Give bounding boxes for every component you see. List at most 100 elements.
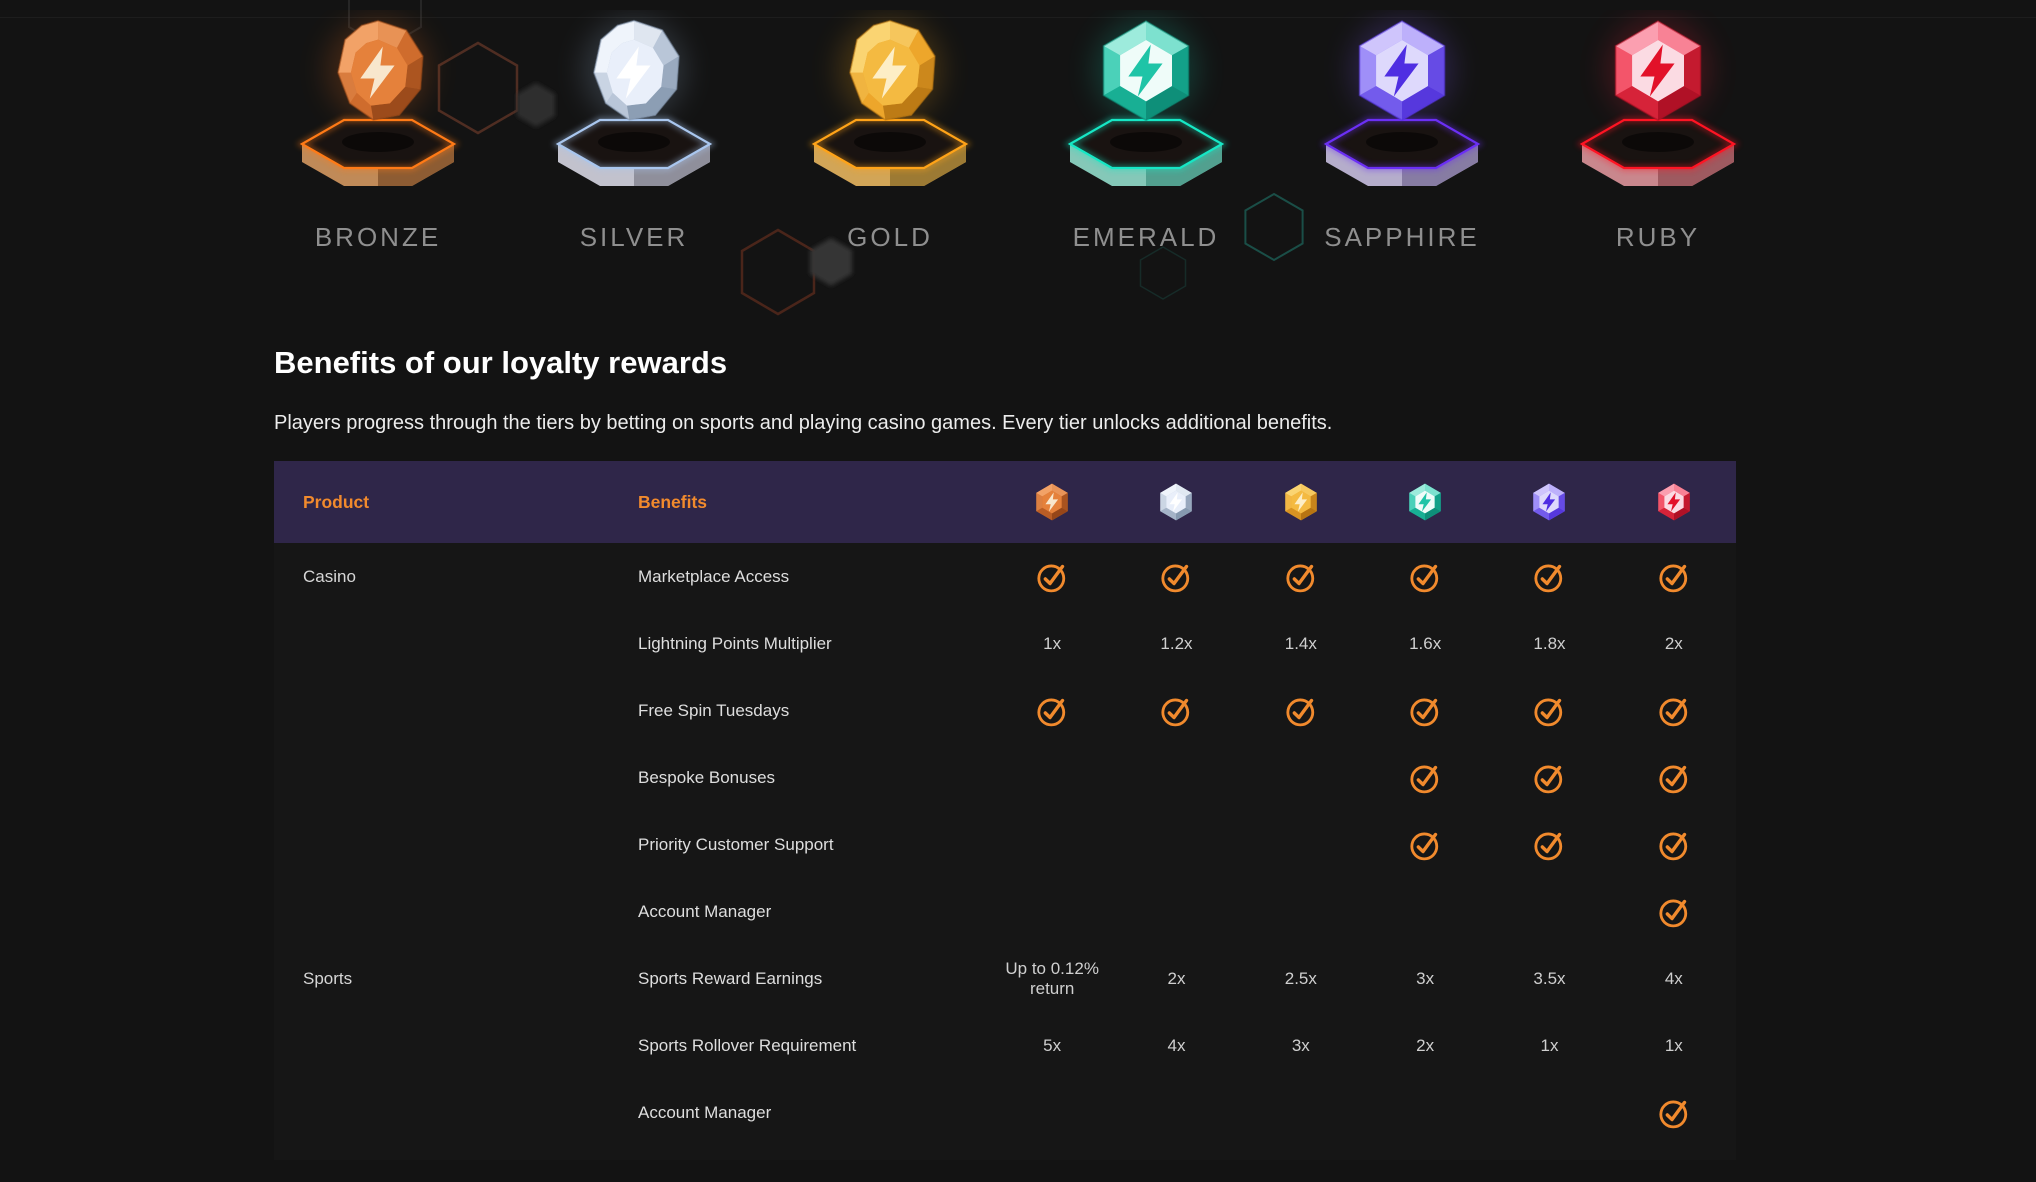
lightning-bolt-icon bbox=[872, 46, 907, 99]
cell-value bbox=[1487, 694, 1611, 728]
tier-badge-art bbox=[295, 18, 461, 186]
section-title: Benefits of our loyalty rewards bbox=[274, 345, 728, 380]
table-row: Sports Sports Reward Earnings Up to 0.12… bbox=[274, 945, 1736, 1012]
cell-value bbox=[1487, 828, 1611, 862]
gem-icon bbox=[1658, 483, 1690, 521]
lightning-bolt-icon bbox=[1418, 492, 1432, 512]
benefits-table-body: Casino Marketplace Access bbox=[274, 543, 1736, 1146]
cell-value: 1.4x bbox=[1239, 634, 1363, 654]
cell-value bbox=[1612, 694, 1736, 728]
lightning-bolt-icon bbox=[1294, 492, 1307, 512]
cell-value: 1x bbox=[1487, 1036, 1611, 1056]
tier-column-header-gold bbox=[1239, 480, 1363, 524]
tier-badge-art bbox=[807, 18, 973, 186]
check-circle-icon bbox=[1659, 1100, 1688, 1128]
cell-text: 4x bbox=[1167, 1035, 1186, 1055]
cell-benefit: Lightning Points Multiplier bbox=[638, 633, 832, 653]
cell-value: 3x bbox=[1239, 1036, 1363, 1056]
check-circle-icon bbox=[1286, 698, 1315, 726]
gem-icon bbox=[1160, 483, 1193, 521]
cell-text: 1.4x bbox=[1284, 633, 1317, 653]
cell-value bbox=[1612, 761, 1736, 795]
cell-text: Up to 0.12% return bbox=[1005, 958, 1099, 998]
cell-value bbox=[1363, 761, 1487, 795]
check-circle-icon bbox=[1534, 564, 1563, 592]
lightning-bolt-icon bbox=[1640, 44, 1675, 97]
tier-badge-art bbox=[1319, 18, 1485, 186]
cell-text: 1x bbox=[1664, 1035, 1683, 1055]
check-circle-icon bbox=[1037, 564, 1066, 592]
tier-badge-sapphire: SAPPHIRE bbox=[1274, 10, 1530, 253]
cell-value bbox=[1612, 560, 1736, 594]
cell-value bbox=[1114, 694, 1238, 728]
cell-benefit: Bespoke Bonuses bbox=[638, 767, 776, 787]
tier-badge-ruby: RUBY bbox=[1530, 10, 1786, 253]
cell-value bbox=[1487, 761, 1611, 795]
cell-value: 3x bbox=[1363, 969, 1487, 989]
tier-badge-gold: GOLD bbox=[762, 10, 1018, 253]
cell-benefit: Marketplace Access bbox=[638, 566, 790, 586]
tier-column-header-bronze bbox=[990, 480, 1114, 524]
cell-benefit: Account Manager bbox=[638, 1102, 772, 1122]
table-row: Account Manager bbox=[274, 1079, 1736, 1146]
check-circle-icon bbox=[1659, 564, 1688, 592]
table-row: Casino Marketplace Access bbox=[274, 543, 1736, 610]
lightning-bolt-icon bbox=[1169, 492, 1183, 512]
cell-text: 3x bbox=[1416, 968, 1435, 988]
cell-value bbox=[1363, 694, 1487, 728]
table-row: Account Manager bbox=[274, 878, 1736, 945]
cell-text: 1.6x bbox=[1409, 633, 1442, 653]
gem-icon bbox=[1409, 483, 1441, 521]
cell-value: Up to 0.12% return bbox=[990, 959, 1114, 999]
gem-icon bbox=[1533, 483, 1566, 521]
tier-badge-emerald: EMERALD bbox=[1018, 10, 1274, 253]
gem-icon bbox=[336, 19, 424, 121]
gem-icon bbox=[1036, 483, 1068, 521]
check-circle-icon bbox=[1410, 765, 1439, 793]
cell-value: 1x bbox=[1612, 1036, 1736, 1056]
gem-icon bbox=[1614, 20, 1702, 122]
cell-value: 1x bbox=[990, 634, 1114, 654]
benefits-section: Benefits of our loyalty rewards Players … bbox=[274, 345, 1736, 1160]
check-circle-icon bbox=[1410, 564, 1439, 592]
check-circle-icon bbox=[1037, 698, 1066, 726]
check-circle-icon bbox=[1659, 899, 1688, 927]
tier-badge-art bbox=[551, 18, 717, 186]
check-circle-icon bbox=[1534, 765, 1563, 793]
check-circle-icon bbox=[1659, 698, 1688, 726]
cell-value bbox=[1239, 560, 1363, 594]
cell-text: 2x bbox=[1416, 1035, 1435, 1055]
tier-column-header-emerald bbox=[1363, 480, 1487, 524]
cell-value bbox=[1487, 560, 1611, 594]
lightning-bolt-icon bbox=[1542, 492, 1556, 512]
tier-label: SILVER bbox=[579, 222, 689, 252]
cell-value: 1.8x bbox=[1487, 634, 1611, 654]
cell-benefit: Sports Rollover Requirement bbox=[638, 1035, 857, 1055]
cell-value: 1.6x bbox=[1363, 634, 1487, 654]
cell-value: 1.2x bbox=[1114, 634, 1238, 654]
tier-label: GOLD bbox=[847, 222, 933, 252]
lightning-bolt-icon bbox=[616, 46, 651, 99]
cell-value: 4x bbox=[1114, 1036, 1238, 1056]
lightning-bolt-icon bbox=[1667, 492, 1680, 512]
tier-label: RUBY bbox=[1615, 222, 1701, 252]
tier-badge-art bbox=[1575, 18, 1741, 186]
cell-product: Sports bbox=[303, 968, 353, 988]
check-circle-icon bbox=[1286, 564, 1315, 592]
cell-benefit: Sports Reward Earnings bbox=[638, 968, 823, 988]
cell-benefit: Priority Customer Support bbox=[638, 834, 834, 854]
gem-icon bbox=[1358, 20, 1446, 122]
table-row: Priority Customer Support bbox=[274, 811, 1736, 878]
table-row: Sports Rollover Requirement 5x 4x 3x 2x … bbox=[274, 1012, 1736, 1079]
tier-label: EMERALD bbox=[1072, 222, 1220, 252]
cell-text: 4x bbox=[1664, 968, 1683, 988]
gem-icon bbox=[848, 19, 936, 121]
benefits-table: Product Benefits bbox=[274, 461, 1736, 1160]
tier-badge-silver: SILVER bbox=[506, 10, 762, 253]
cell-value bbox=[1612, 895, 1736, 929]
cell-value: 3.5x bbox=[1487, 969, 1611, 989]
table-row: Lightning Points Multiplier 1x 1.2x 1.4x… bbox=[274, 610, 1736, 677]
section-subtitle: Players progress through the tiers by be… bbox=[274, 412, 1333, 434]
cell-text: 1x bbox=[1540, 1035, 1559, 1055]
cell-value bbox=[1239, 694, 1363, 728]
